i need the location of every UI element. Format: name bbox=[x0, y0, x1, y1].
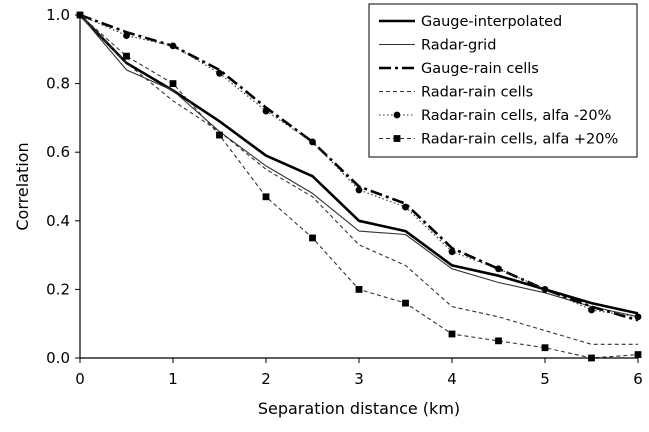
circle-marker bbox=[588, 306, 595, 314]
circle-marker bbox=[262, 107, 270, 115]
square-marker bbox=[355, 286, 363, 293]
square-marker bbox=[634, 351, 642, 358]
x-tick-label: 5 bbox=[540, 370, 550, 388]
square-marker bbox=[448, 330, 456, 338]
legend-entry: Radar-grid bbox=[379, 38, 496, 54]
x-tick-label: 6 bbox=[633, 370, 643, 388]
square-marker bbox=[216, 131, 223, 139]
circle-marker bbox=[634, 313, 642, 321]
y-tick-label: 0.6 bbox=[46, 143, 70, 161]
square-marker bbox=[309, 234, 316, 242]
legend-label: Gauge-interpolated bbox=[421, 14, 562, 30]
y-tick-label: 1.0 bbox=[46, 6, 70, 24]
y-tick-label: 0.8 bbox=[46, 75, 70, 93]
square-marker bbox=[262, 193, 270, 201]
legend-label: Radar-rain cells, alfa +20% bbox=[421, 132, 618, 148]
y-tick-label: 0.2 bbox=[46, 280, 70, 298]
x-axis-title: Separation distance (km) bbox=[258, 399, 460, 418]
circle-marker bbox=[216, 69, 223, 77]
legend: Gauge-interpolated Radar-grid Gauge-rain c… bbox=[368, 3, 638, 158]
circle-marker bbox=[495, 265, 502, 273]
square-marker bbox=[495, 337, 502, 345]
square-marker bbox=[169, 80, 177, 87]
x-tick-label: 3 bbox=[354, 370, 364, 388]
y-tick-label: 0.0 bbox=[46, 349, 70, 367]
series-6 bbox=[76, 11, 642, 362]
circle-marker bbox=[355, 186, 363, 194]
legend-label: Radar-rain cells, alfa -20% bbox=[421, 108, 611, 124]
legend-entry: Gauge-rain cells bbox=[379, 61, 539, 77]
square-marker bbox=[402, 299, 409, 307]
legend-entry: Radar-rain cells, alfa +20% bbox=[379, 132, 618, 148]
series-5 bbox=[76, 11, 642, 321]
square-marker bbox=[123, 52, 130, 60]
legend-label: Gauge-rain cells bbox=[421, 61, 539, 77]
series-line bbox=[79, 14, 638, 345]
x-tick-label: 4 bbox=[447, 370, 457, 388]
legend-entry: Gauge-interpolated bbox=[379, 14, 562, 30]
x-tick-label: 1 bbox=[168, 370, 178, 388]
legend-circle-marker bbox=[393, 111, 401, 119]
y-axis-title: Correlation bbox=[13, 142, 32, 230]
circle-marker bbox=[541, 286, 549, 293]
x-tick-label: 0 bbox=[75, 370, 85, 388]
circle-marker bbox=[309, 138, 316, 146]
legend-entry: Radar-rain cells, alfa -20% bbox=[379, 108, 611, 124]
circle-marker bbox=[402, 203, 409, 211]
legend-square-marker bbox=[393, 135, 401, 142]
legend-entry: Radar-rain cells bbox=[379, 85, 533, 101]
circle-marker bbox=[169, 42, 177, 50]
ticks-layer: 0 1 2 3 4 5 6 0.0 0.2 0.4 0.6 0.8 1.0 bbox=[46, 6, 643, 388]
series-layer bbox=[76, 11, 642, 362]
circle-marker bbox=[448, 248, 456, 256]
circle-marker bbox=[123, 32, 130, 39]
y-tick-label: 0.4 bbox=[46, 212, 70, 230]
legend-label: Radar-grid bbox=[421, 38, 496, 54]
legend-box bbox=[368, 3, 638, 158]
series-4 bbox=[79, 14, 638, 345]
x-tick-label: 2 bbox=[261, 370, 271, 388]
legend-label: Radar-rain cells bbox=[421, 85, 533, 101]
square-marker bbox=[541, 344, 549, 352]
